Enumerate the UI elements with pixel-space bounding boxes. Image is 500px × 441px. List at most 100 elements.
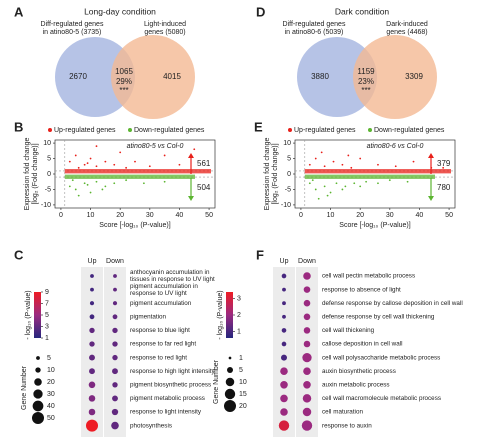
right-only: 4015 bbox=[163, 72, 181, 81]
dot bbox=[303, 286, 311, 293]
x-tick-label: 50 bbox=[205, 212, 213, 219]
size-key bbox=[35, 367, 41, 373]
right-set-label: genes (5080) bbox=[144, 29, 185, 36]
point bbox=[341, 163, 344, 166]
dot bbox=[302, 352, 312, 363]
point bbox=[323, 185, 326, 188]
dot bbox=[111, 408, 119, 416]
dot bbox=[303, 367, 311, 375]
y-tick-label: 10 bbox=[43, 140, 51, 147]
column-header: Up bbox=[280, 258, 289, 265]
panel-label: C bbox=[14, 247, 24, 262]
x-tick-label: 30 bbox=[386, 212, 394, 219]
y-tick-label: 10 bbox=[283, 140, 291, 147]
dot bbox=[302, 394, 312, 403]
dot bbox=[280, 408, 288, 416]
column-bg bbox=[104, 267, 126, 437]
size-key bbox=[33, 389, 43, 399]
size-tick-label: 5 bbox=[239, 367, 243, 374]
color-tick-label: 2 bbox=[237, 312, 241, 319]
up-count: 561 bbox=[197, 159, 211, 168]
dense-down bbox=[64, 174, 196, 179]
y-tick-label: 0 bbox=[47, 171, 51, 178]
point bbox=[77, 194, 80, 197]
legend-label: Up-regulated genes bbox=[54, 127, 116, 134]
point bbox=[317, 197, 320, 200]
dot bbox=[88, 395, 96, 402]
point bbox=[193, 148, 196, 151]
left-circle bbox=[55, 37, 135, 117]
y-tick-label: 5 bbox=[287, 155, 291, 162]
legend-label: Down-regulated genes bbox=[134, 127, 205, 134]
legend-dot bbox=[288, 128, 292, 132]
dot bbox=[280, 381, 288, 389]
point bbox=[314, 188, 317, 191]
size-tick-label: 5 bbox=[47, 355, 51, 362]
color-tick-label: 7 bbox=[45, 300, 49, 307]
size-label: Gene Number bbox=[213, 359, 220, 404]
size-key bbox=[34, 378, 42, 386]
point bbox=[163, 180, 166, 183]
dot bbox=[89, 327, 95, 334]
dot bbox=[89, 341, 95, 347]
down-arrow-head bbox=[428, 196, 434, 201]
term: tissues in response to UV light bbox=[130, 276, 215, 283]
size-key bbox=[32, 412, 44, 424]
panel-label: F bbox=[256, 247, 264, 262]
point bbox=[329, 191, 332, 194]
term: response to absence of light bbox=[322, 286, 401, 293]
term: response to UV light bbox=[130, 290, 187, 297]
dot bbox=[278, 420, 290, 431]
dot bbox=[301, 420, 313, 431]
point bbox=[347, 154, 350, 157]
venn-title: Long-day condition bbox=[84, 6, 156, 16]
x-tick-label: 50 bbox=[445, 212, 453, 219]
point bbox=[125, 166, 128, 169]
size-label: Gene Number bbox=[21, 365, 28, 410]
point bbox=[341, 188, 344, 191]
dot bbox=[90, 287, 94, 292]
comparison: atino80-6 vs Col-0 bbox=[367, 143, 424, 150]
left-set-label: Diff-regulated genes bbox=[283, 21, 346, 28]
point bbox=[104, 185, 107, 188]
dot bbox=[303, 340, 311, 348]
point bbox=[83, 182, 86, 185]
right-circle bbox=[353, 35, 437, 119]
dot bbox=[88, 381, 96, 389]
legend-dot bbox=[368, 128, 372, 132]
color-label: - log₁₀ (P-value) bbox=[217, 290, 224, 339]
dense-up bbox=[64, 169, 212, 174]
dot bbox=[112, 341, 118, 347]
point bbox=[388, 179, 391, 182]
x-tick-label: 20 bbox=[356, 212, 364, 219]
size-key bbox=[224, 400, 236, 412]
left-set-label: in atino80-6 (5039) bbox=[285, 29, 344, 36]
x-axis-label: Score [-log₁₀ (P-value)] bbox=[99, 222, 170, 229]
dot bbox=[112, 368, 118, 375]
point bbox=[344, 185, 347, 188]
point bbox=[134, 160, 136, 163]
term: pigmentation bbox=[130, 313, 167, 320]
term: auxin biosynthetic process bbox=[322, 368, 396, 375]
point bbox=[323, 165, 326, 168]
size-tick-label: 10 bbox=[47, 367, 55, 374]
point bbox=[89, 157, 92, 160]
up-count: 379 bbox=[437, 159, 451, 168]
y-axis-label: [log₂ (Fold change)] bbox=[32, 143, 39, 204]
term: auxin metabolic process bbox=[322, 381, 390, 388]
point bbox=[83, 163, 86, 166]
dot bbox=[280, 394, 288, 403]
point bbox=[359, 157, 362, 160]
term: cell wall thickening bbox=[322, 327, 375, 334]
term: callose deposition in cell wall bbox=[322, 341, 403, 348]
point bbox=[125, 179, 128, 182]
column-bg bbox=[273, 267, 295, 437]
dot bbox=[113, 287, 117, 292]
term: response to red light bbox=[130, 354, 187, 361]
legend-label: Down-regulated genes bbox=[374, 127, 445, 134]
point bbox=[68, 160, 71, 163]
dot bbox=[86, 419, 98, 432]
term: anthocyanin accumulation in bbox=[130, 269, 210, 276]
overlap-pct: 29% bbox=[116, 77, 132, 86]
x-tick-label: 10 bbox=[327, 212, 335, 219]
